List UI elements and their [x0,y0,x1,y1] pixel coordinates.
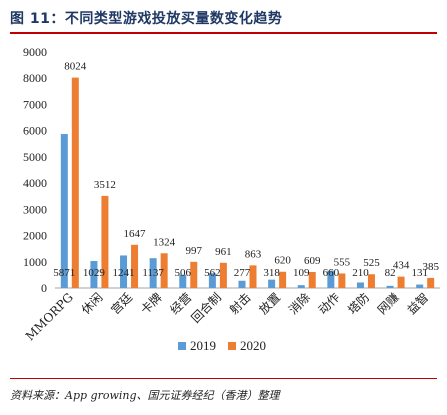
bar-2019-12 [416,284,424,288]
data-label-2019: 562 [204,267,221,279]
y-tick-label: 1000 [23,255,47,269]
bar-2019-7 [268,279,276,288]
category-label: 网赚 [374,290,402,318]
category-label: 回合制 [188,290,224,326]
data-label-2020: 1324 [153,236,176,248]
data-label-2020: 525 [363,257,380,269]
bar-2019-11 [386,285,394,288]
y-tick-label: 6000 [23,124,47,138]
bar-2019-10 [356,282,364,288]
data-label-2020: 609 [304,255,321,267]
bar-2020-12 [427,277,435,288]
source-note: 资料来源：App growing、国元证券经纪（香港）整理 [10,389,280,402]
y-axis: 0 1000 2000 3000 4000 5000 6000 7000 8000 9000 [23,45,440,295]
title-area: 图 11：不同类型游戏投放买量数变化趋势 [10,8,437,32]
bar-chart: 0 1000 2000 3000 4000 5000 6000 7000 8000 9000 58… [23,45,440,353]
bar-2019-5 [208,273,216,288]
data-label-2020: 961 [215,246,232,258]
y-tick-label: 8000 [23,71,47,85]
bar-2020-11 [397,276,405,288]
bars-group [60,77,435,288]
data-label-2020: 997 [186,245,203,257]
bar-2020-0 [71,77,79,288]
data-label-2019: 318 [263,267,280,279]
bar-2020-7 [279,271,287,288]
data-label-2019: 109 [293,267,310,279]
data-label-2020: 3512 [94,179,116,191]
category-label: 塔防 [344,290,372,318]
bar-2020-10 [367,274,375,288]
y-tick-label: 0 [41,281,47,295]
source-divider [10,378,437,379]
y-tick-label: 2000 [23,229,47,243]
bar-2020-8 [308,272,316,288]
category-label: 动作 [316,290,343,317]
y-tick-label: 3000 [23,202,47,216]
category-label: 射击 [226,290,254,318]
data-label-2019: 131 [411,267,428,279]
category-label: 益智 [404,290,432,318]
data-label-2020: 434 [393,260,410,272]
bar-2019-6 [238,280,246,288]
data-label-2020: 555 [334,256,351,268]
legend: 2019 2020 [178,338,266,353]
bar-2019-3 [149,258,157,288]
bar-2019-2 [120,255,128,288]
data-labels-group: 5871 8024 1029 3512 1241 1647 1137 1324 506 99756… [53,61,439,279]
category-label: 休闲 [79,290,106,317]
category-label: 卡牌 [138,290,165,317]
category-label: 消除 [285,290,313,318]
bar-2020-3 [160,253,168,288]
data-label-2019: 277 [234,267,251,279]
data-label-2019: 1137 [142,267,164,279]
bar-2020-2 [131,244,139,288]
bar-2019-8 [297,285,305,288]
data-label-2019: 660 [323,267,340,279]
legend-swatch-2019 [178,342,186,350]
bar-2020-6 [249,265,257,288]
y-tick-label: 4000 [23,176,47,190]
data-label-2020: 1647 [124,228,147,240]
bar-2019-4 [179,274,187,288]
category-label: 放置 [256,290,284,318]
legend-swatch-2020 [228,342,236,350]
bar-2020-4 [190,261,198,288]
data-label-2020: 620 [274,255,291,267]
category-label: 宫廷 [108,290,136,318]
title-underline [10,32,437,34]
legend-label-2019: 2019 [190,338,216,353]
y-tick-label: 5000 [23,150,47,164]
data-label-2019: 82 [385,267,396,279]
data-label-2019: 5871 [53,267,75,279]
bar-2019-0 [60,134,68,288]
bar-2020-9 [338,273,346,288]
data-label-2020: 385 [422,261,439,273]
bar-2020-1 [101,195,109,288]
data-label-2019: 1241 [113,267,135,279]
data-label-2019: 506 [175,267,192,279]
category-label: MMORPG [23,290,76,343]
data-label-2019: 1029 [83,267,106,279]
y-tick-label: 9000 [23,45,47,59]
bar-2020-5 [219,262,227,288]
y-tick-label: 7000 [23,97,47,111]
legend-label-2020: 2020 [240,338,266,353]
data-label-2020: 8024 [64,61,87,73]
data-label-2020: 863 [245,248,262,260]
data-label-2019: 210 [352,267,369,279]
bar-2019-9 [327,270,335,288]
figure-title: 图 11：不同类型游戏投放买量数变化趋势 [10,11,283,27]
bar-2019-1 [90,261,98,288]
